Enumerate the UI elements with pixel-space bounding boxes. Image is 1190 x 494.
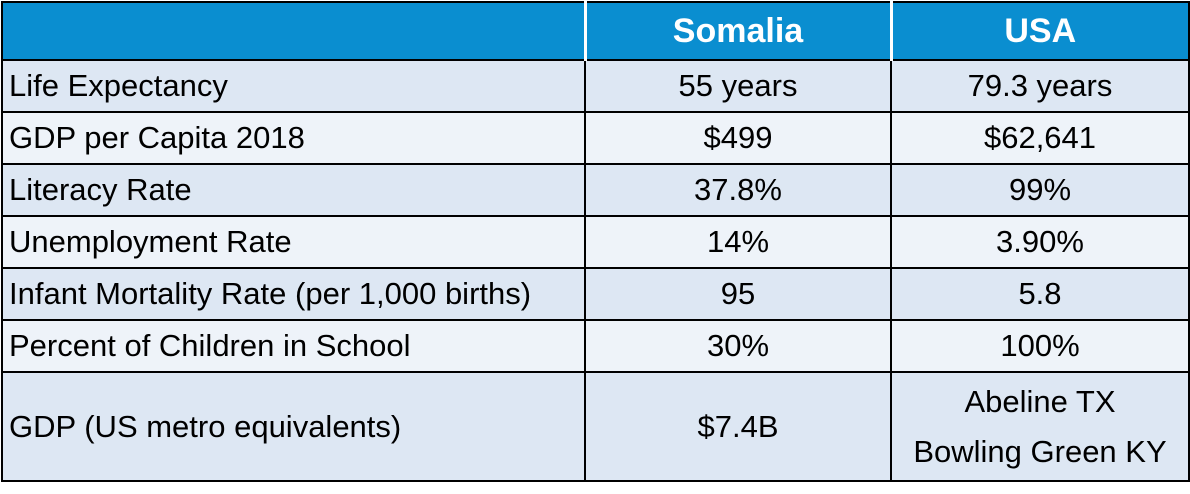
somalia-value: 55 years bbox=[584, 59, 892, 113]
table-row: Life Expectancy 55 years 79.3 years bbox=[1, 59, 1190, 113]
usa-value-line: Abeline TX bbox=[964, 383, 1116, 419]
somalia-value: $499 bbox=[584, 111, 892, 165]
usa-value: $62,641 bbox=[890, 111, 1190, 165]
row-label: GDP (US metro equivalents) bbox=[1, 371, 586, 482]
usa-value: 79.3 years bbox=[890, 59, 1190, 113]
row-label: Percent of Children in School bbox=[1, 319, 586, 373]
header-row: Somalia USA bbox=[1, 1, 1190, 61]
somalia-value: $7.4B bbox=[584, 371, 892, 482]
table-row: Literacy Rate 37.8% 99% bbox=[1, 163, 1190, 217]
row-label: Life Expectancy bbox=[1, 59, 586, 113]
somalia-value: 95 bbox=[584, 267, 892, 321]
usa-value-line: Bowling Green KY bbox=[913, 433, 1167, 469]
usa-value: 3.90% bbox=[890, 215, 1190, 269]
somalia-value: 37.8% bbox=[584, 163, 892, 217]
header-cell-somalia: Somalia bbox=[583, 1, 892, 61]
table-row: GDP per Capita 2018 $499 $62,641 bbox=[1, 111, 1190, 165]
comparison-table: Somalia USA Life Expectancy 55 years 79.… bbox=[1, 1, 1190, 482]
table-row: Infant Mortality Rate (per 1,000 births)… bbox=[1, 267, 1190, 321]
table-row: Percent of Children in School 30% 100% bbox=[1, 319, 1190, 373]
usa-value: 99% bbox=[890, 163, 1190, 217]
row-label: Unemployment Rate bbox=[1, 215, 586, 269]
header-cell-blank bbox=[1, 1, 586, 61]
header-cell-usa: USA bbox=[889, 1, 1190, 61]
row-label: Infant Mortality Rate (per 1,000 births) bbox=[1, 267, 586, 321]
somalia-value: 30% bbox=[584, 319, 892, 373]
row-label: GDP per Capita 2018 bbox=[1, 111, 586, 165]
row-label: Literacy Rate bbox=[1, 163, 586, 217]
table-row: Unemployment Rate 14% 3.90% bbox=[1, 215, 1190, 269]
table-row: GDP (US metro equivalents) $7.4B Abeline… bbox=[1, 371, 1190, 482]
usa-value: Abeline TX Bowling Green KY bbox=[890, 371, 1190, 482]
somalia-value: 14% bbox=[584, 215, 892, 269]
usa-value: 5.8 bbox=[890, 267, 1190, 321]
usa-value: 100% bbox=[890, 319, 1190, 373]
